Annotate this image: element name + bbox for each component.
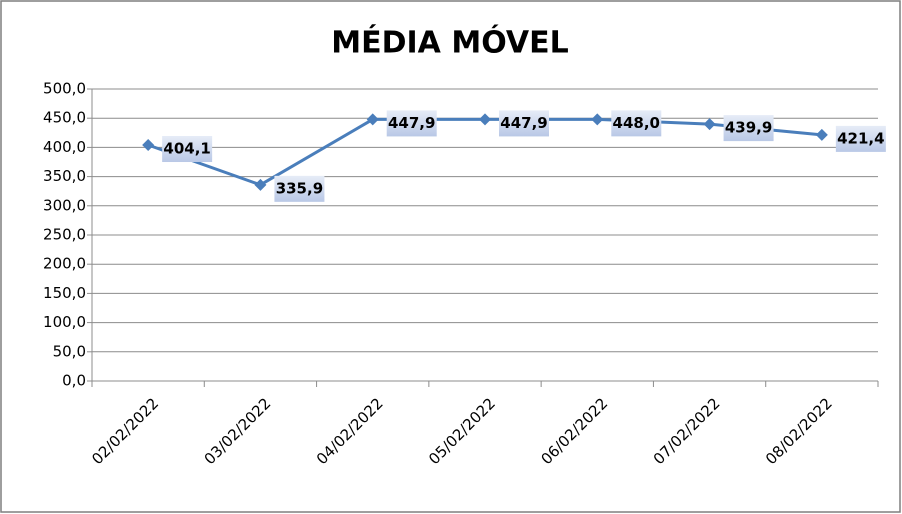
y-tick-label: 50,0 xyxy=(53,342,86,360)
y-tick-label: 500,0 xyxy=(43,80,86,98)
value-label-box xyxy=(274,175,325,202)
value-label-box xyxy=(386,110,437,137)
value-label: 439,9 xyxy=(725,119,772,137)
value-label: 448,0 xyxy=(613,114,660,132)
y-tick-label: 400,0 xyxy=(43,138,86,156)
marker xyxy=(591,113,604,126)
y-tick-label: 450,0 xyxy=(43,109,86,127)
marker xyxy=(703,118,716,131)
value-label-box xyxy=(835,125,886,152)
value-label: 447,9 xyxy=(388,114,435,132)
marker xyxy=(479,113,491,126)
marker xyxy=(254,178,267,191)
y-tick-label: 200,0 xyxy=(43,255,86,273)
y-tick-label: 300,0 xyxy=(43,196,86,214)
value-label: 447,9 xyxy=(500,114,547,132)
y-tick-label: 0,0 xyxy=(62,372,86,390)
y-tick-label: 250,0 xyxy=(43,226,86,244)
marker xyxy=(366,113,379,126)
value-label: 335,9 xyxy=(276,179,323,197)
marker xyxy=(142,139,155,152)
value-label: 404,1 xyxy=(163,140,210,158)
chart-title: MÉDIA MÓVEL xyxy=(331,24,568,61)
value-label-box xyxy=(611,110,662,137)
marker xyxy=(815,128,828,141)
value-label: 421,4 xyxy=(837,129,884,147)
y-tick-label: 150,0 xyxy=(43,284,86,302)
value-label-box xyxy=(499,110,549,137)
value-label-box xyxy=(723,115,774,142)
value-label-box xyxy=(162,136,213,163)
y-tick-label: 350,0 xyxy=(43,167,86,185)
y-tick-label: 100,0 xyxy=(43,313,86,331)
